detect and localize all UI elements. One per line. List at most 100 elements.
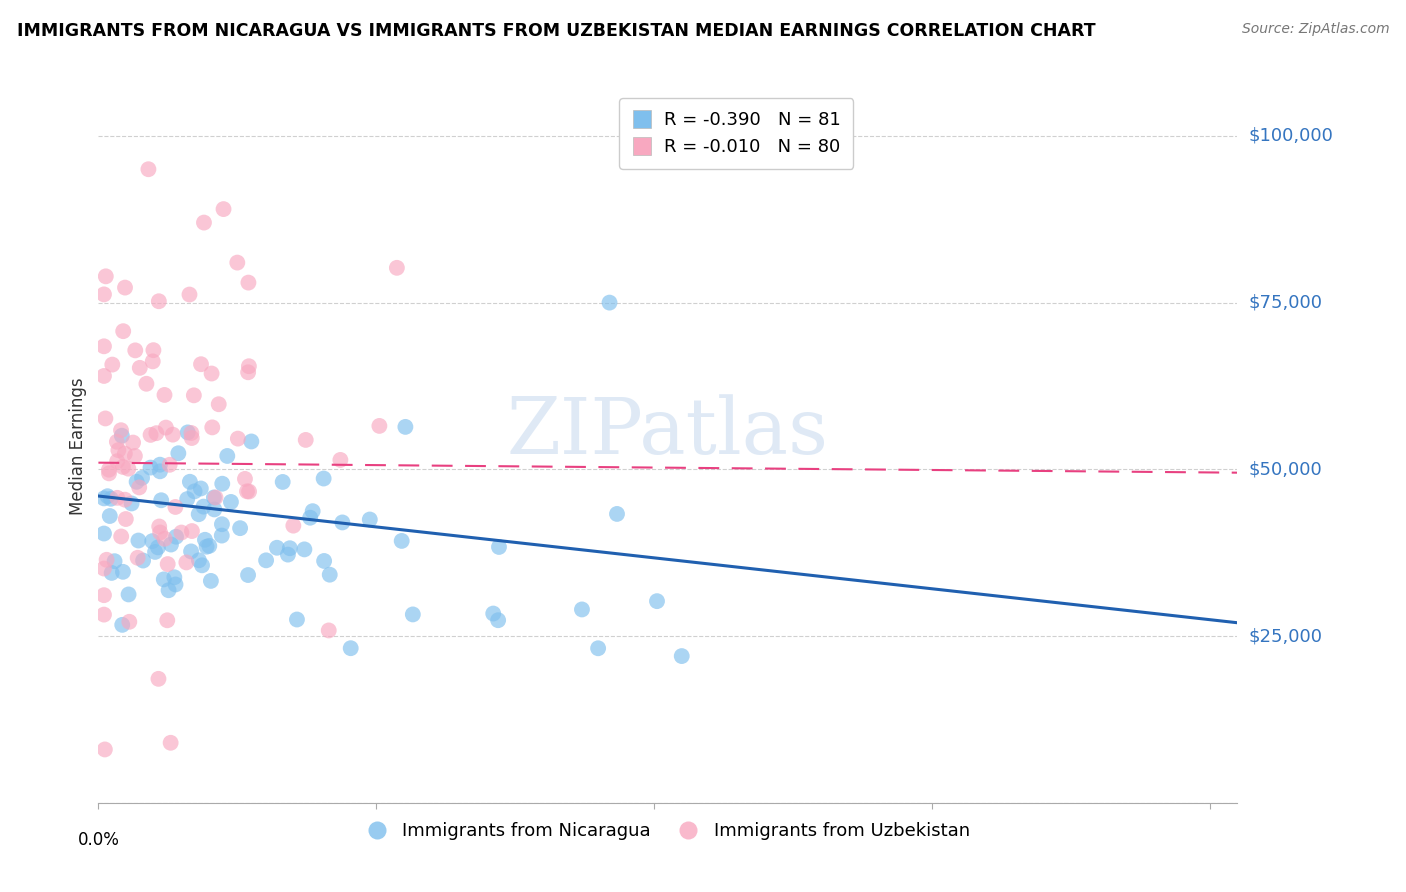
Point xyxy=(226,432,249,446)
Point xyxy=(180,544,202,558)
Point xyxy=(114,280,136,294)
Point xyxy=(226,255,249,269)
Point xyxy=(238,359,260,374)
Point xyxy=(571,602,593,616)
Point xyxy=(193,500,215,514)
Point xyxy=(606,507,628,521)
Point xyxy=(93,588,115,602)
Point xyxy=(233,472,256,486)
Text: IMMIGRANTS FROM NICARAGUA VS IMMIGRANTS FROM UZBEKISTAN MEDIAN EARNINGS CORRELAT: IMMIGRANTS FROM NICARAGUA VS IMMIGRANTS … xyxy=(17,22,1095,40)
Point xyxy=(150,493,173,508)
Point xyxy=(94,742,117,756)
Point xyxy=(124,343,146,358)
Point xyxy=(118,615,141,629)
Point xyxy=(163,570,186,584)
Point xyxy=(165,500,187,514)
Point xyxy=(111,459,134,474)
Point xyxy=(368,418,391,433)
Point xyxy=(201,420,224,434)
Point xyxy=(156,613,179,627)
Point xyxy=(217,449,239,463)
Point xyxy=(180,431,202,445)
Point xyxy=(142,343,165,358)
Point xyxy=(179,475,201,489)
Point xyxy=(105,491,128,505)
Point xyxy=(191,558,214,573)
Point xyxy=(110,423,132,437)
Point xyxy=(219,495,242,509)
Point xyxy=(277,548,299,562)
Text: $75,000: $75,000 xyxy=(1249,293,1323,311)
Point xyxy=(98,508,121,523)
Point xyxy=(93,491,115,506)
Point xyxy=(187,507,209,521)
Point xyxy=(159,736,181,750)
Point xyxy=(124,449,146,463)
Point xyxy=(148,519,170,533)
Point xyxy=(93,526,115,541)
Point xyxy=(125,475,148,489)
Point xyxy=(149,525,172,540)
Point xyxy=(278,541,301,556)
Point xyxy=(202,502,225,516)
Point xyxy=(153,532,176,546)
Point xyxy=(94,269,117,284)
Point xyxy=(155,420,177,434)
Point xyxy=(271,475,294,489)
Point xyxy=(142,354,165,368)
Point xyxy=(111,618,134,632)
Point xyxy=(283,518,305,533)
Point xyxy=(139,428,162,442)
Point xyxy=(93,368,115,383)
Point xyxy=(394,420,416,434)
Point xyxy=(148,294,170,309)
Text: $50,000: $50,000 xyxy=(1249,460,1322,478)
Point xyxy=(332,516,354,530)
Point xyxy=(153,388,176,402)
Point xyxy=(236,365,259,379)
Point xyxy=(292,542,315,557)
Point xyxy=(254,553,277,567)
Point xyxy=(195,540,218,554)
Point xyxy=(180,425,202,440)
Point xyxy=(211,517,233,532)
Point xyxy=(103,554,125,568)
Point xyxy=(105,454,128,468)
Point xyxy=(145,426,167,441)
Point xyxy=(98,467,121,481)
Point xyxy=(107,443,129,458)
Point xyxy=(132,553,155,567)
Point xyxy=(236,568,259,582)
Point xyxy=(93,607,115,622)
Point xyxy=(159,458,181,472)
Point xyxy=(96,489,118,503)
Point xyxy=(200,574,222,588)
Point xyxy=(165,530,187,544)
Point xyxy=(111,565,134,579)
Point xyxy=(202,491,225,505)
Point xyxy=(488,540,510,554)
Text: Source: ZipAtlas.com: Source: ZipAtlas.com xyxy=(1241,22,1389,37)
Point xyxy=(114,447,136,461)
Point xyxy=(100,566,122,580)
Point xyxy=(211,528,233,542)
Point xyxy=(93,561,115,575)
Point xyxy=(149,464,172,478)
Point xyxy=(179,287,201,301)
Point xyxy=(645,594,668,608)
Point xyxy=(157,583,180,598)
Point xyxy=(194,533,217,547)
Point xyxy=(329,453,352,467)
Point xyxy=(149,458,172,472)
Y-axis label: Median Earnings: Median Earnings xyxy=(69,377,87,515)
Point xyxy=(111,428,134,442)
Point xyxy=(212,202,235,216)
Legend: Immigrants from Nicaragua, Immigrants from Uzbekistan: Immigrants from Nicaragua, Immigrants fr… xyxy=(359,815,977,847)
Point xyxy=(138,162,160,177)
Point xyxy=(314,554,336,568)
Point xyxy=(181,524,204,538)
Point xyxy=(105,434,128,449)
Text: ZIPatlas: ZIPatlas xyxy=(506,394,830,469)
Point xyxy=(112,324,135,338)
Point xyxy=(117,587,139,601)
